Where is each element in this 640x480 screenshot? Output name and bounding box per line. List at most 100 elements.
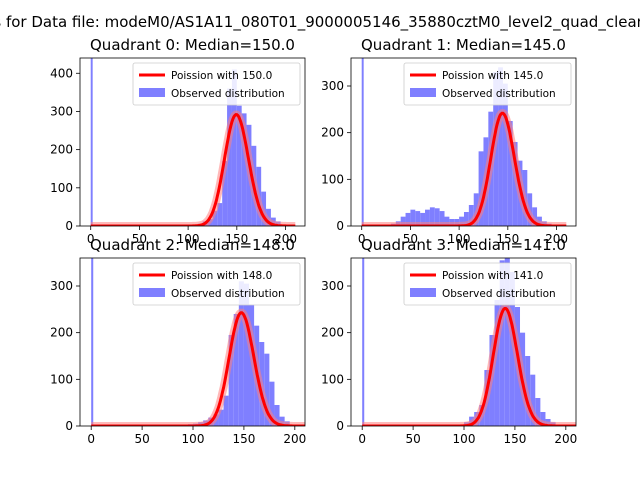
y-tick-label: 300 xyxy=(321,79,344,93)
x-tick-label: 0 xyxy=(358,232,366,246)
x-tick-label: 50 xyxy=(134,432,149,446)
zero-bin-bar xyxy=(361,58,364,226)
histogram-bar xyxy=(236,105,242,226)
axes-frame xyxy=(350,57,577,227)
histogram-bar xyxy=(540,412,546,426)
histogram-bar xyxy=(512,142,518,226)
legend-poisson-label: Poission with 141.0 xyxy=(442,270,543,282)
axes-frame xyxy=(79,57,306,227)
legend-observed-label: Observed distribution xyxy=(442,88,556,100)
poisson-curve-glow xyxy=(362,304,576,426)
histogram-bar xyxy=(439,211,445,226)
y-tick-label: 200 xyxy=(321,126,344,140)
histogram-bar xyxy=(532,207,538,226)
legend-observed-label: Observed distribution xyxy=(171,88,285,100)
figure-suptitle: Plots for Data file: modeM0/AS1A11_080T0… xyxy=(0,13,640,32)
histogram-bar xyxy=(463,212,469,226)
axes-frame xyxy=(350,257,577,427)
quadrant-3-panel: 0 50 100 150 200 0 100 200 300 Quadrant 3: Median… xyxy=(321,236,577,446)
x-tick-label: 100 xyxy=(453,432,476,446)
x-tick-label: 200 xyxy=(545,232,568,246)
y-tick-label: 200 xyxy=(321,326,344,340)
zero-bin-bar xyxy=(91,258,94,426)
panel-title: Quadrant 2: Median=148.0 xyxy=(90,236,295,254)
histogram-bar xyxy=(498,67,503,226)
panel-title: Quadrant 0: Median=150.0 xyxy=(90,36,295,54)
histogram-bar xyxy=(218,409,224,426)
x-tick-label: 150 xyxy=(225,232,248,246)
histogram-bar xyxy=(228,335,234,426)
quadrant-1-panel: 0 50 100 150 200 0 100 200 300 Quadrant 1: Median… xyxy=(321,36,577,246)
x-tick-label: 100 xyxy=(448,232,471,246)
y-tick-label: 100 xyxy=(321,172,344,186)
histogram-bar xyxy=(231,69,237,226)
x-tick-label: 50 xyxy=(403,232,418,246)
panel-title: Quadrant 1: Median=145.0 xyxy=(361,36,566,54)
histogram-bar xyxy=(269,381,275,426)
histogram-bar xyxy=(509,272,515,426)
histogram-bar xyxy=(429,207,435,226)
y-tick-label: 0 xyxy=(65,219,73,233)
x-tick-label: 100 xyxy=(182,432,205,446)
y-tick-label: 0 xyxy=(336,219,344,233)
histogram-bar xyxy=(504,258,510,426)
legend-observed-swatch xyxy=(139,88,165,97)
histogram-bar xyxy=(444,216,450,226)
y-tick-label: 0 xyxy=(65,419,73,433)
histogram-bar xyxy=(243,283,250,426)
histogram-bar xyxy=(499,260,505,426)
x-tick-label: 200 xyxy=(283,432,306,446)
histogram-bar xyxy=(478,151,484,226)
x-tick-label: 150 xyxy=(232,432,255,446)
y-tick-label: 100 xyxy=(50,372,73,386)
histogram-bar xyxy=(420,212,426,226)
histogram-bar xyxy=(434,208,440,226)
x-tick-label: 50 xyxy=(132,232,147,246)
legend-observed-swatch xyxy=(410,88,436,97)
histogram-bar xyxy=(238,281,244,426)
y-tick-label: 300 xyxy=(50,104,73,118)
y-tick-label: 200 xyxy=(50,143,73,157)
histogram-bar xyxy=(241,113,247,226)
legend-poisson-label: Poission with 150.0 xyxy=(171,70,272,82)
legend-poisson-label: Poission with 145.0 xyxy=(442,70,543,82)
x-tick-label: 0 xyxy=(87,232,95,246)
histogram-bar xyxy=(212,210,218,226)
histogram-bar xyxy=(415,211,421,226)
y-tick-label: 0 xyxy=(336,419,344,433)
plot-area xyxy=(362,258,576,426)
y-tick-label: 300 xyxy=(50,279,73,293)
y-tick-label: 300 xyxy=(321,279,344,293)
x-tick-label: 50 xyxy=(405,432,420,446)
y-tick-label: 100 xyxy=(321,372,344,386)
axes-frame xyxy=(79,257,306,427)
histogram-bar xyxy=(502,83,508,226)
legend-observed-label: Observed distribution xyxy=(442,288,556,300)
x-tick-label: 100 xyxy=(177,232,200,246)
histogram-bar xyxy=(400,216,406,226)
x-tick-label: 0 xyxy=(358,432,366,446)
histogram-bar xyxy=(410,209,416,226)
histogram-bar xyxy=(227,88,232,226)
legend-box xyxy=(132,262,301,306)
quadrant-0-panel: 0 50 100 150 200 0 100 200 300 400 Quadrant 0: Med… xyxy=(50,36,306,246)
histogram-bar xyxy=(264,353,270,426)
histogram-bar xyxy=(530,374,536,426)
legend-box xyxy=(403,62,572,106)
histogram-bar xyxy=(222,161,228,226)
zero-bin-bar xyxy=(90,58,93,226)
legend-box xyxy=(132,62,301,106)
x-tick-label: 0 xyxy=(87,432,95,446)
y-tick-label: 200 xyxy=(50,326,73,340)
legend-observed-swatch xyxy=(139,288,165,297)
histogram-bar xyxy=(217,203,223,226)
y-tick-label: 100 xyxy=(50,181,73,195)
x-tick-label: 200 xyxy=(274,232,297,246)
histogram-bar xyxy=(468,205,474,226)
histogram-bar xyxy=(425,209,430,226)
histogram-bar xyxy=(233,314,239,426)
x-tick-label: 200 xyxy=(554,432,577,446)
x-tick-label: 150 xyxy=(496,232,519,246)
zero-bin-bar xyxy=(362,258,365,426)
